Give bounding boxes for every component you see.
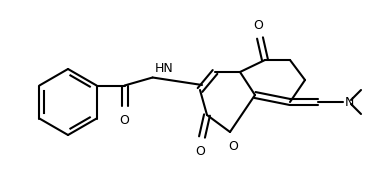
- Text: O: O: [228, 140, 238, 153]
- Text: N: N: [345, 96, 354, 108]
- Text: O: O: [120, 113, 130, 127]
- Text: O: O: [253, 19, 263, 32]
- Text: O: O: [195, 145, 205, 158]
- Text: HN: HN: [154, 62, 173, 74]
